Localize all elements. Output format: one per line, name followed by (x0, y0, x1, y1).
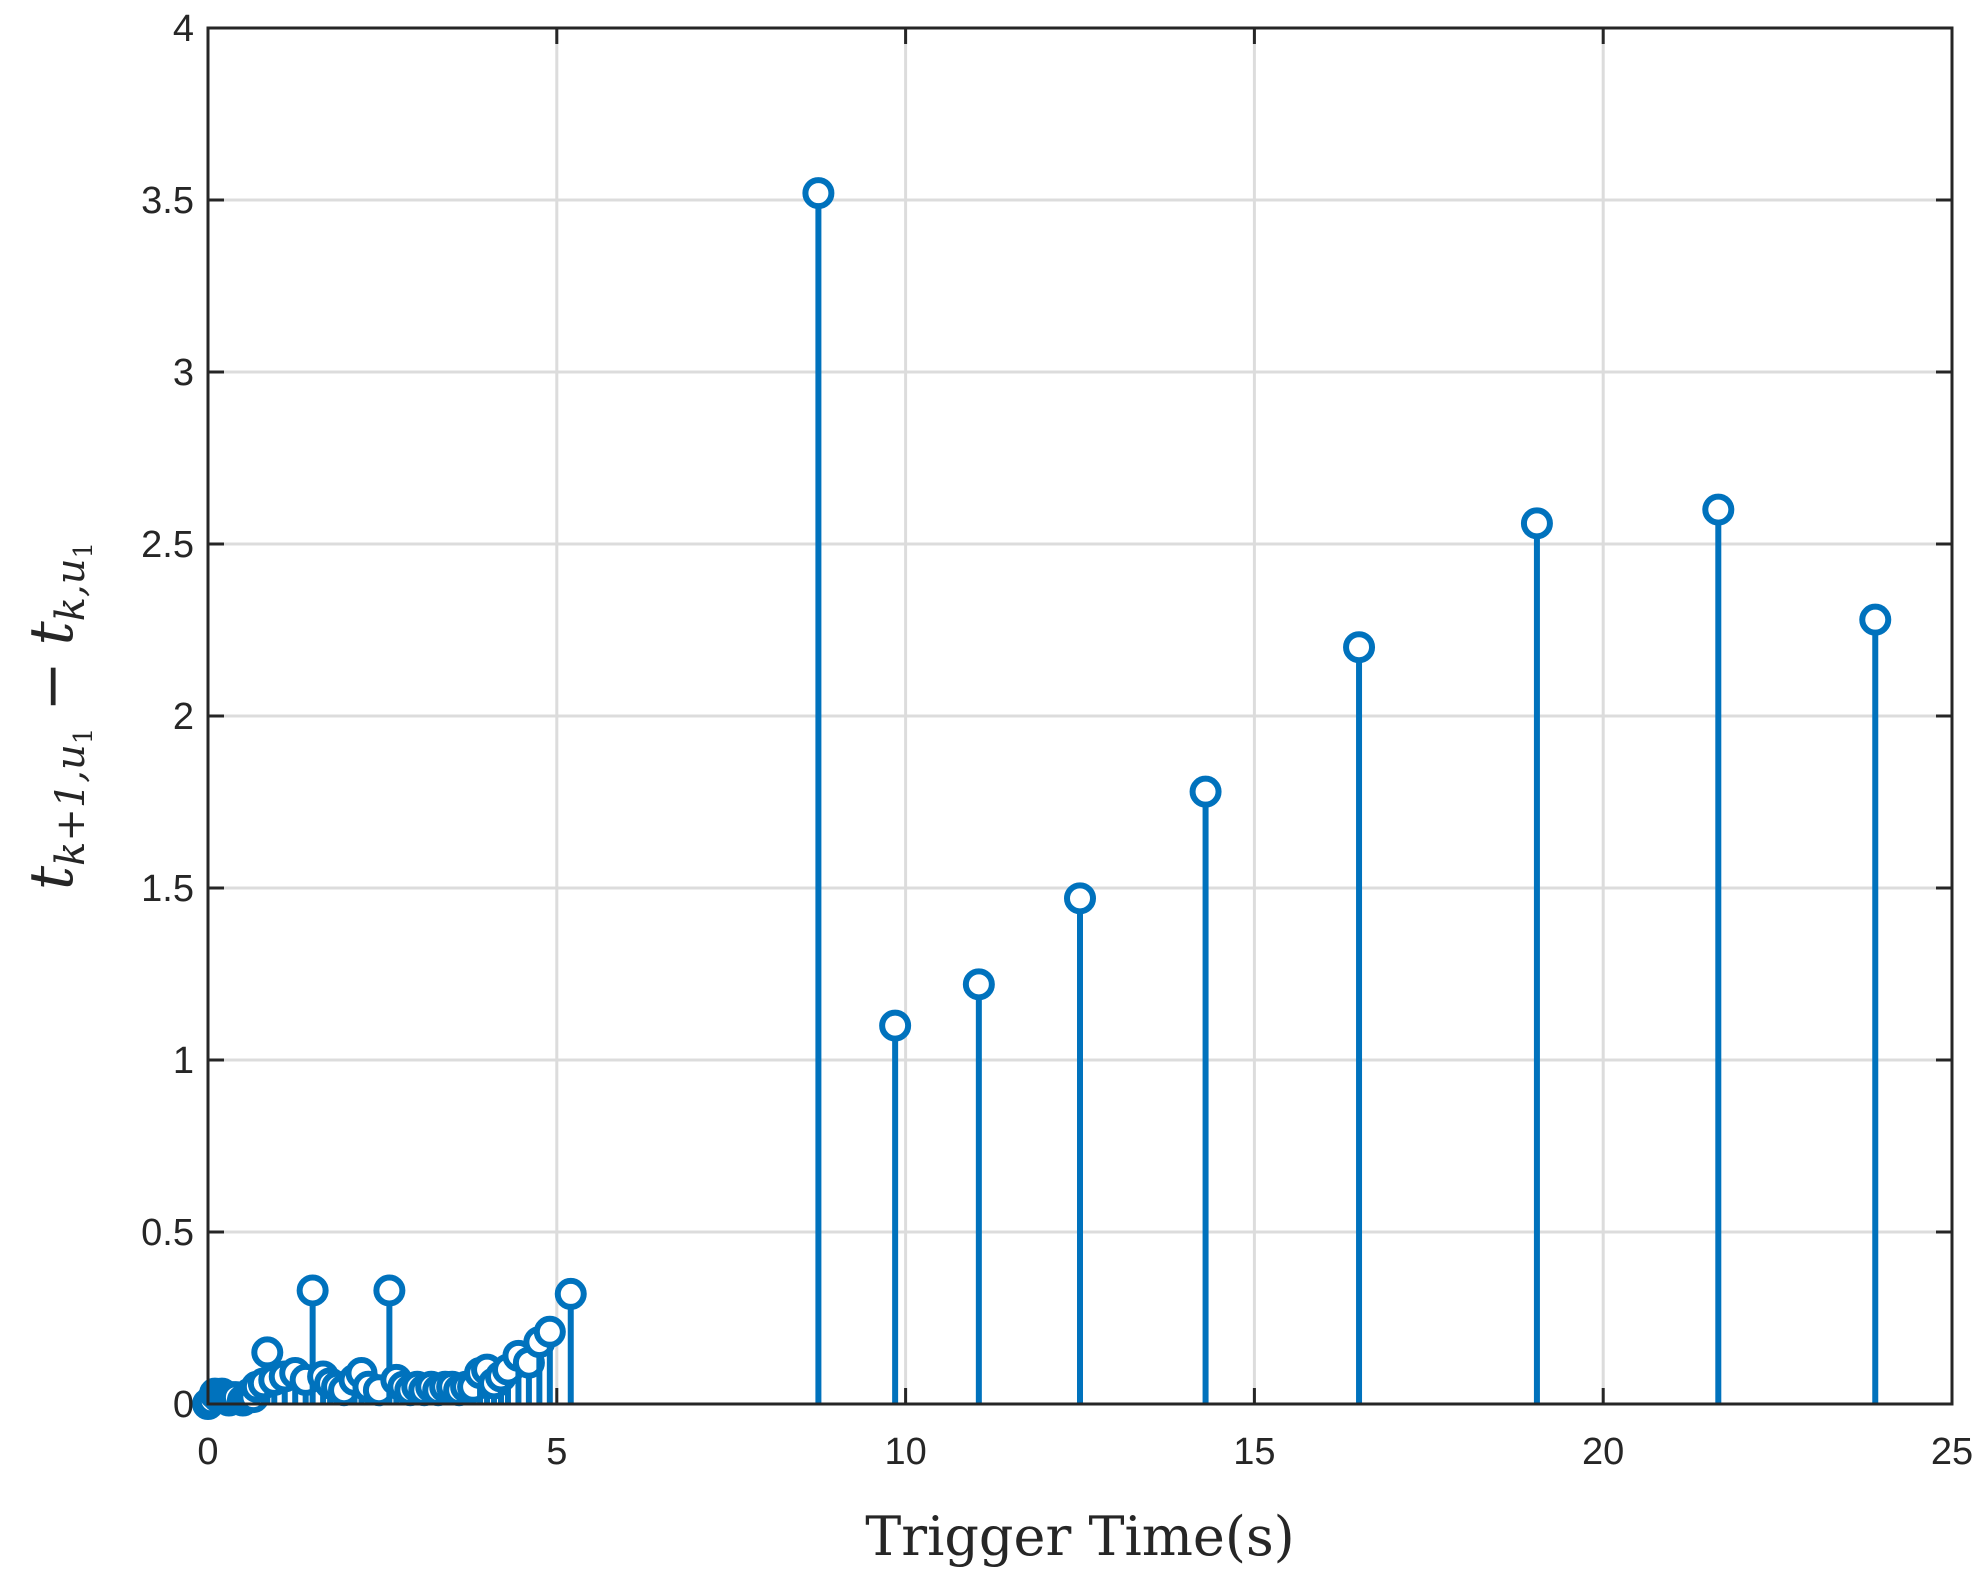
stem-marker (533, 1315, 566, 1348)
y-tick-label: 0.5 (141, 1212, 194, 1254)
x-axis-label: Trigger Time(s) (865, 1505, 1294, 1568)
y-tick-label: 4 (173, 8, 194, 50)
x-tick-labels: 0 5 10 15 20 25 (197, 1431, 1973, 1473)
stem-marker (1702, 493, 1735, 526)
y-axis-label: tk+1,u1−tk,u1 (17, 542, 99, 890)
stem-marker (1520, 507, 1553, 540)
y-tick-label: 3.5 (141, 180, 194, 222)
stem-marker (1189, 775, 1222, 808)
y-tick-label: 1 (173, 1040, 194, 1082)
y-tick-label: 3 (173, 352, 194, 394)
stem-marker (251, 1336, 284, 1369)
x-tick-label: 5 (546, 1431, 567, 1473)
axis-ticks (206, 26, 1954, 1406)
y-tick-label: 1.5 (141, 868, 194, 910)
stem-marker (554, 1277, 587, 1310)
x-tick-label: 10 (884, 1431, 926, 1473)
stem-marker (1859, 603, 1892, 636)
y-tick-labels: 0 0.5 1 1.5 2 2.5 3 3.5 4 (141, 8, 194, 1426)
y-tick-label: 0 (173, 1384, 194, 1426)
stem-marker (1064, 882, 1096, 915)
stem-marker (373, 1274, 406, 1307)
y-tick-label: 2.5 (141, 524, 194, 566)
x-tick-label: 0 (197, 1431, 218, 1473)
stem-marker (296, 1274, 329, 1307)
x-tick-label: 15 (1233, 1431, 1275, 1473)
stem-marker (1343, 631, 1376, 664)
stem-marker (802, 177, 835, 210)
stem-series (192, 177, 1892, 1420)
stem-marker (962, 968, 995, 1001)
x-tick-label: 20 (1582, 1431, 1624, 1473)
stem-marker (879, 1009, 912, 1042)
y-tick-label: 2 (173, 696, 194, 738)
x-tick-label: 25 (1931, 1431, 1973, 1473)
